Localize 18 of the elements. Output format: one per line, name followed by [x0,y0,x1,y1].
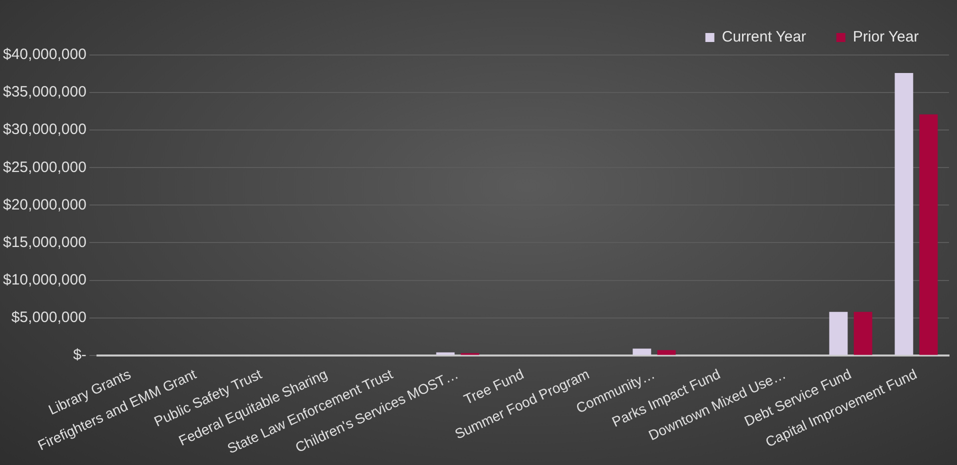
legend-label: Prior Year [852,28,919,46]
bar [854,312,872,355]
y-tick-label: $25,000,000 [2,158,86,176]
legend-label: Current Year [722,28,806,46]
bar [632,348,652,355]
y-tick-label: $20,000,000 [2,196,86,214]
y-tick-label: $35,000,000 [2,84,86,101]
bar [829,312,848,355]
bar [919,114,938,355]
y-tick-label: $30,000,000 [2,121,86,138]
y-tick-label: $5,000,000 [11,308,86,326]
y-tick-label: $40,000,000 [2,46,86,64]
y-tick-label: $- [73,346,86,364]
bar [436,352,455,355]
bar [657,350,676,355]
bar [894,73,914,355]
y-tick-label: $15,000,000 [2,234,86,251]
y-tick-label: $10,000,000 [2,271,86,288]
